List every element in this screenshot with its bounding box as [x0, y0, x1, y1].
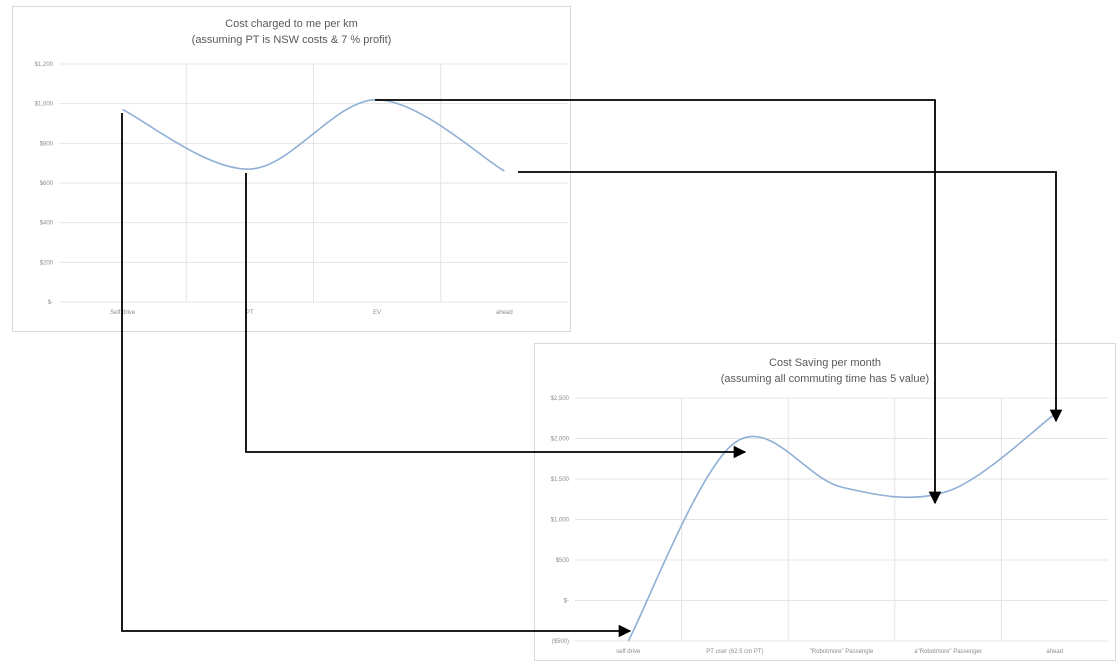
y-tick-label: $2,000 [551, 437, 570, 443]
x-tick-label: "Robotmore" Passengle [810, 649, 874, 655]
chart-title: Cost charged to me per km [225, 18, 358, 30]
y-tick-label: $200 [40, 260, 54, 266]
y-tick-label: $800 [40, 141, 54, 147]
x-tick-label: EV [373, 310, 381, 316]
y-tick-label: $400 [40, 221, 54, 227]
y-tick-label: $1,200 [35, 62, 54, 68]
y-tick-label: $1,000 [551, 518, 570, 524]
x-tick-label: ahead [1046, 649, 1063, 655]
x-tick-label: PT [246, 310, 254, 316]
chart-subtitle: (assuming PT is NSW costs & 7 % profit) [191, 34, 392, 46]
y-tick-label: $600 [40, 181, 54, 187]
x-tick-label: ahead [496, 310, 513, 316]
series-line [627, 413, 1056, 642]
x-tick-label: PT user (62.5 cm PT) [706, 649, 763, 655]
x-tick-label: a"Robotmore" Passenger [914, 649, 982, 655]
y-tick-label: $1,500 [551, 477, 570, 483]
chart-cost-per-km: Cost charged to me per km (assuming PT i… [12, 6, 571, 332]
y-tick-label: $1,000 [35, 102, 54, 108]
x-tick-label: self drive [616, 649, 641, 655]
y-tick-label: $2,500 [551, 396, 570, 402]
chart-plot-area: $- $200 $400 $600 $800 $1,000 $1,200 Self drive… [35, 62, 568, 316]
y-tick-label: $- [48, 300, 53, 306]
chart-cost-saving-per-month: Cost Saving per month (assuming all comm… [534, 343, 1116, 661]
chart-plot-area: ($500) $- $500 $1,000 $1,500 $2,000 $2,500 self… [551, 396, 1108, 655]
x-tick-label: Self drive [110, 310, 136, 316]
y-tick-label: ($500) [552, 639, 569, 645]
y-tick-label: $- [564, 599, 569, 605]
y-tick-label: $500 [556, 558, 570, 564]
